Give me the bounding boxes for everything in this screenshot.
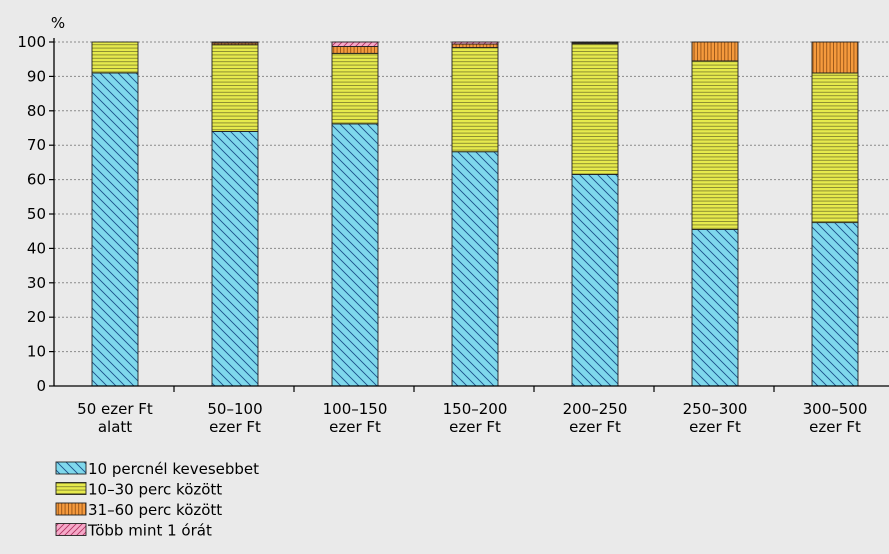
legend-label: Több mint 1 órát bbox=[87, 522, 212, 540]
y-tick-label: 50 bbox=[27, 205, 46, 223]
bar-segment-series-3-cat-1 bbox=[211, 41, 259, 44]
y-tick-label: 100 bbox=[17, 33, 46, 51]
bar-segment-series-1-cat-5 bbox=[691, 60, 739, 230]
x-category-label-line: 50–100 bbox=[207, 400, 262, 418]
x-category-label-line: 300–500 bbox=[803, 400, 868, 418]
x-category-label: 150–200 ezer Ft bbox=[443, 400, 508, 436]
bars bbox=[91, 41, 859, 387]
bar-segment-series-0-cat-2 bbox=[331, 123, 379, 387]
x-category-label-line: 100–150 bbox=[323, 400, 388, 418]
x-category-label-line: 50 ezer Ft bbox=[77, 400, 153, 418]
x-category-label-line: 200–250 bbox=[563, 400, 628, 418]
legend: 10 percnél kevesebbet 10–30 perc között 31… bbox=[55, 460, 259, 540]
legend-label: 31–60 perc között bbox=[88, 501, 222, 519]
legend-swatch bbox=[55, 502, 87, 516]
y-tick-label: 60 bbox=[27, 171, 46, 189]
x-category-label-line: ezer Ft bbox=[689, 418, 741, 436]
legend-swatch bbox=[55, 523, 87, 536]
bar-segment-series-2-cat-5 bbox=[691, 41, 739, 62]
x-category-label-line: ezer Ft bbox=[809, 418, 861, 436]
bar-segment-series-1-cat-3 bbox=[451, 47, 499, 153]
bar-segment-series-0-cat-6 bbox=[811, 222, 859, 387]
y-tick-label: 40 bbox=[27, 239, 46, 257]
bar-segment-series-1-cat-4 bbox=[571, 43, 619, 175]
bar-segment-series-0-cat-5 bbox=[691, 229, 739, 387]
bar-segment-series-0-cat-4 bbox=[571, 173, 619, 387]
legend-label: 10 percnél kevesebbet bbox=[88, 460, 259, 478]
bar-segment-series-2-cat-3 bbox=[451, 43, 499, 48]
x-category-label: 300–500 ezer Ft bbox=[803, 400, 868, 436]
legend-label: 10–30 perc között bbox=[88, 481, 222, 499]
x-category-label: 50–100 ezer Ft bbox=[207, 400, 262, 436]
bar-segment-series-0-cat-3 bbox=[451, 151, 499, 387]
y-tick-label: 70 bbox=[27, 136, 46, 154]
legend-swatch bbox=[55, 461, 87, 475]
y-axis-label: % bbox=[51, 14, 65, 32]
bar-segment-series-3-cat-4 bbox=[571, 41, 619, 44]
bar-segment-series-1-cat-6 bbox=[811, 72, 859, 224]
x-category-label-line: alatt bbox=[98, 418, 132, 436]
bar-segment-series-0-cat-0 bbox=[91, 72, 139, 387]
bar-segment-series-2-cat-6 bbox=[811, 41, 859, 74]
x-category-label-line: ezer Ft bbox=[449, 418, 501, 436]
x-category-label-line: 250–300 bbox=[683, 400, 748, 418]
bar-segment-series-3-cat-2 bbox=[331, 41, 379, 47]
y-tick-label: 10 bbox=[27, 343, 46, 361]
x-category-label-line: ezer Ft bbox=[209, 418, 261, 436]
legend-swatch bbox=[55, 482, 87, 495]
x-category-label-line: ezer Ft bbox=[329, 418, 381, 436]
x-category-label-line: ezer Ft bbox=[569, 418, 621, 436]
y-tick-label: 30 bbox=[27, 274, 46, 292]
x-category-label: 100–150 ezer Ft bbox=[323, 400, 388, 436]
x-category-label: 200–250 ezer Ft bbox=[563, 400, 628, 436]
y-tick-label: 20 bbox=[27, 308, 46, 326]
bar-segment-series-3-cat-3 bbox=[451, 41, 499, 45]
x-category-label: 50 ezer Ft alatt bbox=[77, 400, 153, 436]
bar-segment-series-1-cat-0 bbox=[91, 41, 139, 74]
y-tick-label: 0 bbox=[36, 377, 46, 395]
x-category-label: 250–300 ezer Ft bbox=[683, 400, 748, 436]
bar-segment-series-0-cat-1 bbox=[211, 130, 259, 387]
bar-segment-series-1-cat-1 bbox=[211, 44, 259, 132]
x-category-label-line: 150–200 bbox=[443, 400, 508, 418]
bar-segment-series-2-cat-2 bbox=[331, 46, 379, 54]
y-tick-label: 80 bbox=[27, 102, 46, 120]
y-tick-label: 90 bbox=[27, 67, 46, 85]
bar-segment-series-1-cat-2 bbox=[331, 52, 379, 125]
